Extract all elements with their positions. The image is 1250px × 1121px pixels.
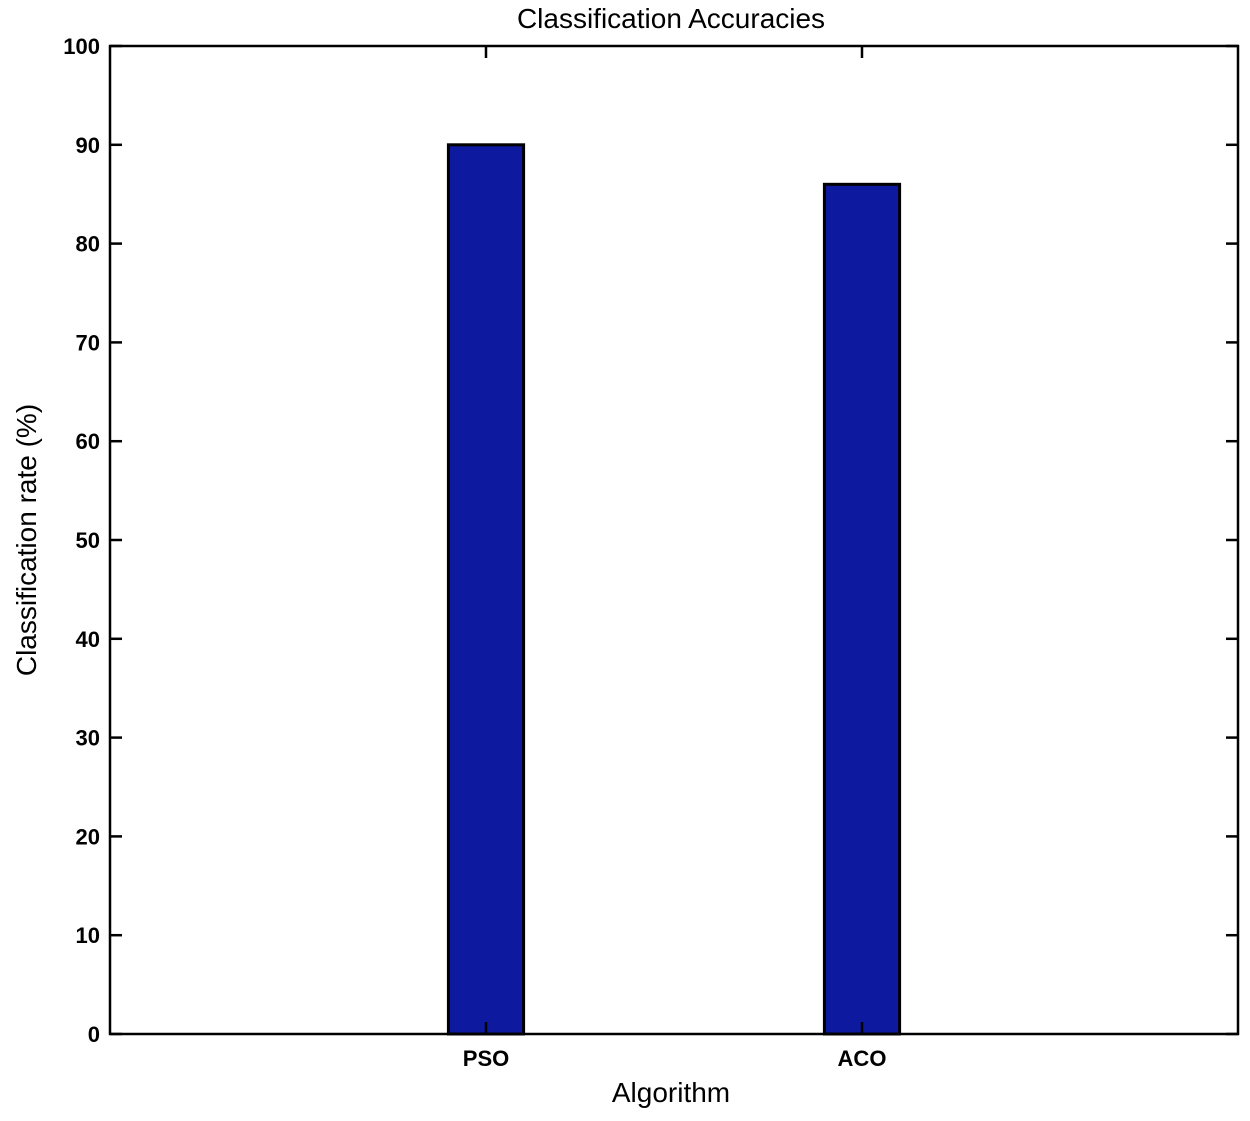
- y-tick-label: 0: [88, 1022, 100, 1047]
- y-tick-label: 90: [76, 133, 100, 158]
- x-tick-label-aco: ACO: [838, 1046, 887, 1071]
- y-tick-label: 80: [76, 232, 100, 257]
- y-tick-label: 20: [76, 824, 100, 849]
- y-tick-label: 100: [63, 34, 100, 59]
- y-tick-label: 70: [76, 330, 100, 355]
- x-tick-label-pso: PSO: [463, 1046, 509, 1071]
- x-axis-label: Algorithm: [612, 1077, 730, 1108]
- y-tick-label: 10: [76, 923, 100, 948]
- y-tick-label: 30: [76, 726, 100, 751]
- bar-pso: [446, 143, 526, 1036]
- chart-title: Classification Accuracies: [517, 3, 825, 34]
- y-axis-label: Classification rate (%): [11, 404, 42, 676]
- y-tick-label: 60: [76, 429, 100, 454]
- bar-aco: [822, 182, 902, 1036]
- y-tick-label: 50: [76, 528, 100, 553]
- y-tick-label: 40: [76, 627, 100, 652]
- plot-area: 0 10 20 30 40 50 60 70 80 90 100 PSO ACO: [63, 34, 1240, 1071]
- plot-frame: [108, 44, 1240, 1036]
